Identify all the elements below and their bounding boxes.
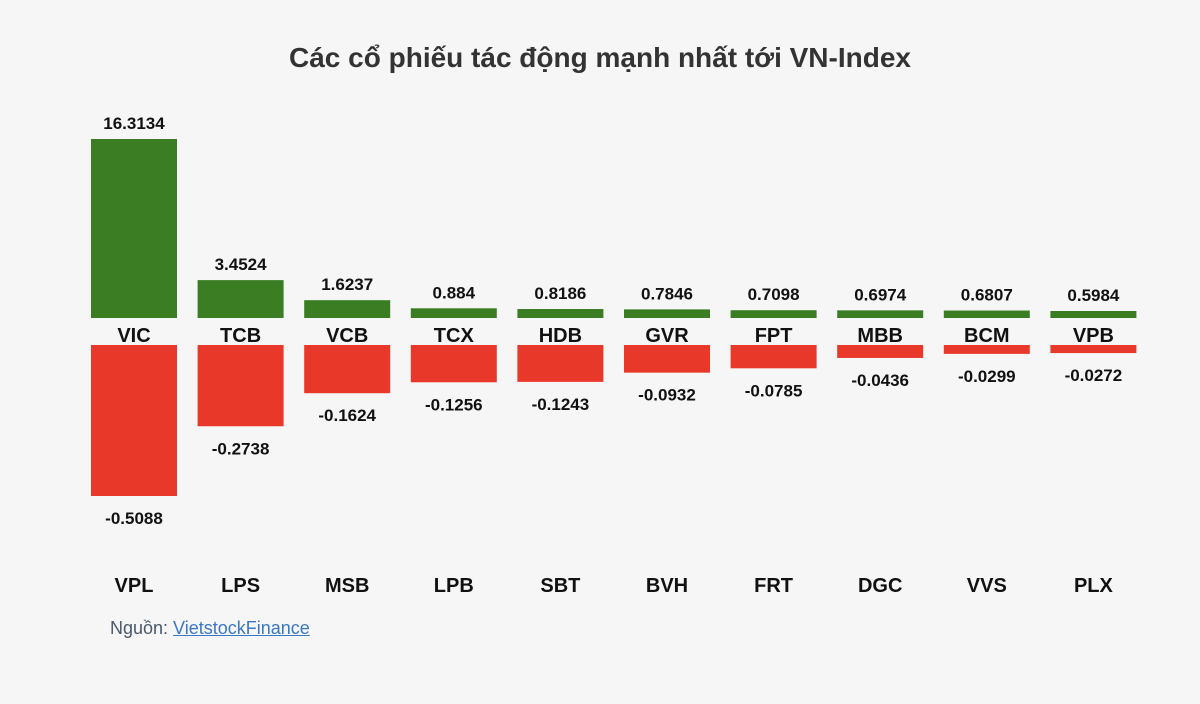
negative-category-label: VVS xyxy=(967,575,1007,597)
positive-bar-gvr xyxy=(624,309,710,318)
positive-bar-vpb xyxy=(1050,311,1137,318)
negative-bar-lpb xyxy=(410,345,497,383)
positive-bar-tcb xyxy=(197,280,284,318)
positive-value-label: 0.7846 xyxy=(641,284,693,303)
positive-bar-tcx xyxy=(410,308,497,318)
positive-bar-hdb xyxy=(517,309,604,318)
negative-value-label: -0.0272 xyxy=(1065,366,1123,385)
negative-category-label: SBT xyxy=(540,575,580,597)
negative-bar-msb xyxy=(304,345,391,394)
positive-value-label: 0.884 xyxy=(433,283,476,302)
negative-category-label: VPL xyxy=(115,575,154,597)
negative-category-label: LPS xyxy=(221,575,260,597)
positive-category-label: BCM xyxy=(964,325,1010,347)
positive-bar-bcm xyxy=(943,310,1030,318)
source-note: Nguồn: VietstockFinance xyxy=(110,618,310,639)
positive-category-label: HDB xyxy=(539,325,582,347)
positive-value-label: 3.4524 xyxy=(215,255,268,274)
negative-category-label: LPB xyxy=(434,575,474,597)
positive-value-label: 0.5984 xyxy=(1067,286,1120,305)
positive-bars-group xyxy=(91,139,1137,318)
labels-group: 16.3134 VIC 3.4524 TCB 1.6237 VCB 0.884 TCX 0.81… xyxy=(103,114,1122,597)
negative-category-label: MSB xyxy=(325,575,369,597)
positive-value-label: 0.7098 xyxy=(748,285,800,304)
positive-value-label: 1.6237 xyxy=(321,275,373,294)
positive-category-label: VIC xyxy=(117,325,150,347)
positive-value-label: 0.6974 xyxy=(854,285,907,304)
negative-bar-lps xyxy=(197,345,284,427)
negative-value-label: -0.2738 xyxy=(212,439,270,458)
negative-value-label: -0.5088 xyxy=(105,509,163,528)
chart-title: Các cổ phiếu tác động mạnh nhất tới VN-I… xyxy=(289,42,911,73)
negative-category-label: BVH xyxy=(646,575,688,597)
negative-bar-dgc xyxy=(837,345,924,358)
negative-bar-frt xyxy=(730,345,817,369)
positive-category-label: MBB xyxy=(857,325,903,347)
negative-value-label: -0.1624 xyxy=(318,406,376,425)
positive-value-label: 0.6807 xyxy=(961,286,1013,305)
negative-bar-bvh xyxy=(624,345,710,373)
negative-bars-group xyxy=(91,345,1137,496)
negative-bar-vvs xyxy=(943,345,1030,354)
negative-value-label: -0.0299 xyxy=(958,367,1016,386)
positive-value-label: 0.8186 xyxy=(534,284,586,303)
negative-value-label: -0.0785 xyxy=(745,381,803,400)
negative-category-label: FRT xyxy=(754,575,793,597)
positive-category-label: TCX xyxy=(434,325,475,347)
source-prefix: Nguồn: xyxy=(110,618,174,638)
negative-category-label: DGC xyxy=(858,575,902,597)
positive-value-label: 16.3134 xyxy=(103,114,165,133)
positive-bar-vic xyxy=(91,139,177,318)
negative-value-label: -0.0436 xyxy=(851,371,909,390)
positive-bar-mbb xyxy=(837,310,924,318)
positive-category-label: GVR xyxy=(645,325,689,347)
positive-category-label: VPB xyxy=(1073,325,1114,347)
positive-bar-fpt xyxy=(730,310,817,318)
negative-value-label: -0.1256 xyxy=(425,395,483,414)
negative-value-label: -0.1243 xyxy=(532,395,590,414)
source-link[interactable]: VietstockFinance xyxy=(173,618,310,638)
negative-bar-plx xyxy=(1050,345,1137,354)
negative-bar-sbt xyxy=(517,345,604,382)
positive-category-label: FPT xyxy=(755,325,793,347)
negative-category-label: PLX xyxy=(1074,575,1114,597)
positive-category-label: TCB xyxy=(220,325,261,347)
negative-value-label: -0.0932 xyxy=(638,386,696,405)
negative-bar-vpl xyxy=(91,345,177,496)
positive-bar-vcb xyxy=(304,300,391,318)
positive-category-label: VCB xyxy=(326,325,368,347)
